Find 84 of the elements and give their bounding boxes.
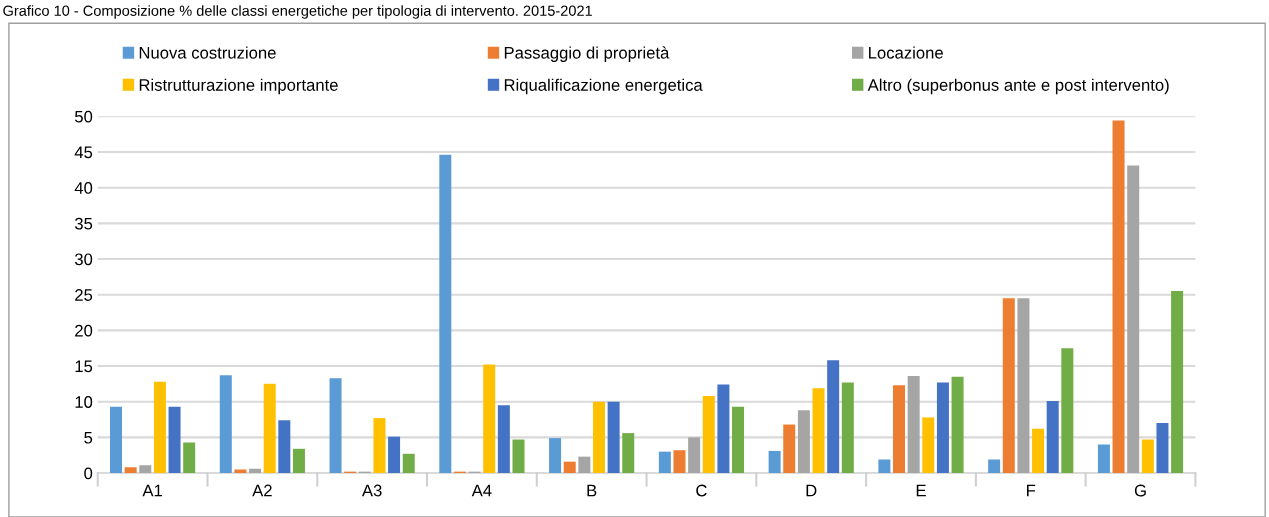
bar xyxy=(827,360,840,474)
legend-label: Ristrutturazione importante xyxy=(139,78,338,95)
bar xyxy=(1017,298,1030,474)
bar xyxy=(278,420,291,474)
bar xyxy=(124,467,137,474)
bar xyxy=(219,375,232,474)
bar xyxy=(497,405,510,474)
bar xyxy=(768,450,781,474)
x-tick-label: G xyxy=(1134,484,1146,497)
y-tick-label: 35 xyxy=(74,217,93,230)
bar xyxy=(1061,348,1074,474)
bar xyxy=(1141,439,1154,474)
y-tick-label: 20 xyxy=(75,324,93,337)
bar xyxy=(110,406,123,474)
x-tick-label: A3 xyxy=(361,484,382,497)
bar xyxy=(483,364,496,474)
bar xyxy=(1032,428,1045,474)
bar xyxy=(563,461,576,474)
bar xyxy=(893,385,906,474)
bar xyxy=(549,438,562,474)
y-tick-label: 30 xyxy=(74,253,93,266)
x-tick-label: A2 xyxy=(252,484,272,497)
bar xyxy=(622,433,635,474)
bar xyxy=(592,401,605,474)
x-tick-label: F xyxy=(1027,484,1036,497)
y-tick-label: 0 xyxy=(84,467,93,480)
bar xyxy=(168,406,181,474)
y-tick-label: 45 xyxy=(74,146,93,159)
legend-label: Locazione xyxy=(869,46,943,59)
bar xyxy=(907,376,920,474)
bar xyxy=(249,468,262,474)
y-tick-label: 50 xyxy=(74,110,93,123)
x-tick-label: E xyxy=(916,484,926,497)
bar xyxy=(578,456,591,474)
bar xyxy=(292,448,305,474)
bar xyxy=(1127,165,1140,474)
bar xyxy=(1046,401,1059,474)
bar xyxy=(439,154,452,474)
bar xyxy=(732,406,745,474)
y-tick-label: 5 xyxy=(84,431,93,444)
x-tick-label: C xyxy=(696,484,707,497)
bar xyxy=(988,459,1001,474)
x-tick-label: A4 xyxy=(471,484,492,497)
x-tick-label: D xyxy=(806,484,817,497)
x-tick-label: A1 xyxy=(142,484,162,497)
legend-label: Nuova costruzione xyxy=(139,46,276,59)
bar xyxy=(1171,291,1184,474)
legend-label: Altro (superbonus ante e post intervento) xyxy=(867,78,1169,95)
y-tick-label: 40 xyxy=(74,182,93,194)
bar xyxy=(1097,444,1110,474)
bar xyxy=(1112,120,1125,474)
bar xyxy=(1156,423,1169,474)
x-tick-label: B xyxy=(587,484,597,497)
bar xyxy=(373,418,386,474)
bar xyxy=(717,384,730,474)
y-tick-label: 25 xyxy=(75,289,93,301)
bar xyxy=(512,439,525,474)
bar xyxy=(263,383,276,474)
bar xyxy=(153,381,166,474)
bar xyxy=(607,401,620,474)
bar xyxy=(783,424,796,474)
bar xyxy=(234,469,247,474)
legend-label: Riqualificazione energetica xyxy=(504,78,703,95)
bar xyxy=(812,388,825,474)
bar xyxy=(841,382,854,474)
bar xyxy=(329,378,342,474)
bar xyxy=(797,410,810,474)
bar xyxy=(922,417,935,474)
bar xyxy=(702,396,715,474)
bar xyxy=(402,453,415,474)
bar xyxy=(658,451,671,474)
bar xyxy=(951,376,964,474)
bar xyxy=(183,442,196,474)
y-tick-label: 15 xyxy=(75,360,93,373)
bar xyxy=(688,437,701,474)
bar xyxy=(139,465,152,474)
legend-label: Passaggio di proprietà xyxy=(504,46,670,62)
bar xyxy=(673,450,686,474)
bar xyxy=(388,436,401,474)
bar xyxy=(936,382,949,474)
chart-title: Grafico 10 - Composizione % delle classi energetiche per tipologia di intervento. 2015-2021 xyxy=(3,5,592,19)
y-tick-label: 10 xyxy=(75,396,93,408)
bar xyxy=(1002,298,1015,474)
bar xyxy=(878,459,891,474)
